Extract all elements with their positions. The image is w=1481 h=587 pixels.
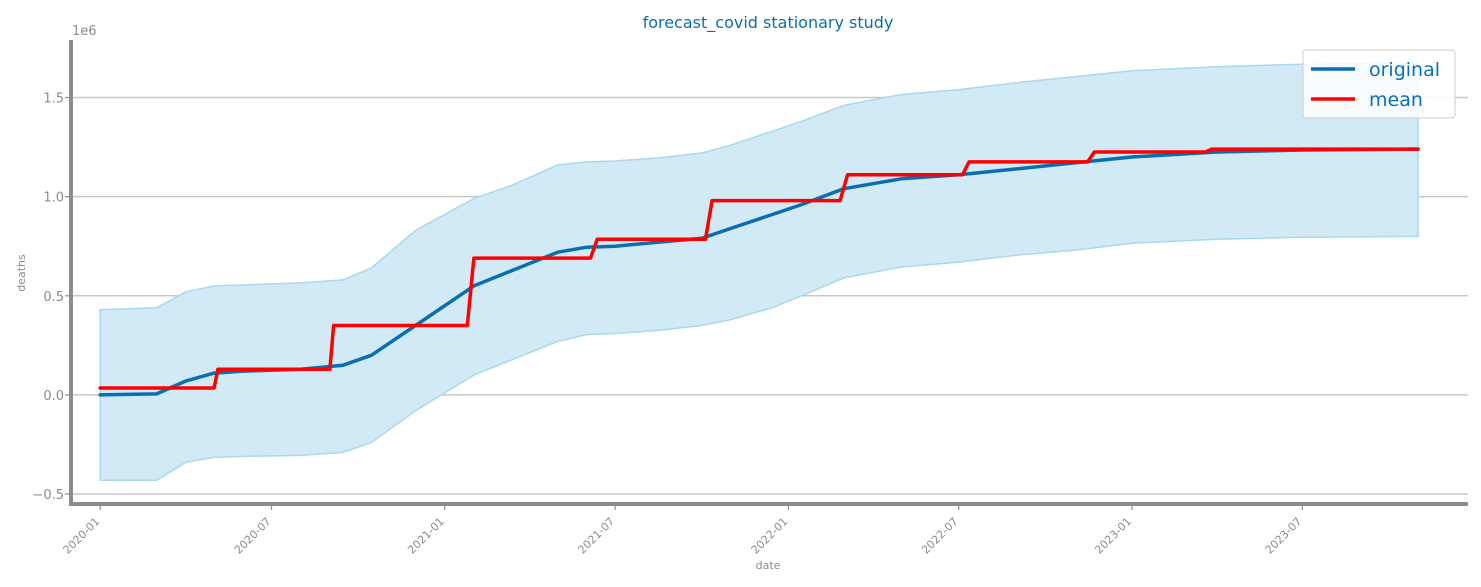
x-axis-label: date [756, 559, 781, 572]
confidence-band [99, 62, 1419, 481]
x-tick-label: 2020-01 [61, 515, 103, 557]
x-tick-label: 2022-01 [749, 515, 791, 557]
legend-label-mean: mean [1369, 89, 1423, 111]
x-tick-label: 2023-07 [1263, 515, 1305, 557]
axes-layer [69, 40, 1468, 506]
x-tick-label: 2023-01 [1092, 515, 1134, 557]
x-tick-label: 2021-07 [576, 515, 618, 557]
y-tick-label: 0.5 [43, 290, 64, 305]
y-tick-label: −0.5 [32, 488, 64, 503]
x-tick-label: 2021-01 [405, 515, 447, 557]
x-tick-label: 2022-07 [919, 515, 961, 557]
x-tick-label: 2020-07 [232, 515, 274, 557]
chart-title: forecast_covid stationary study [643, 13, 894, 33]
confidence-band-layer [99, 62, 1419, 481]
y-tick-label: 0.0 [43, 389, 64, 404]
y-tick-label: 1.0 [43, 191, 64, 206]
legend-label-original: original [1369, 59, 1440, 81]
legend-box [1302, 49, 1456, 119]
y-tick-label: 1.5 [43, 92, 64, 107]
y-offset-label: 1e6 [72, 24, 97, 39]
series-layer [98, 147, 1420, 397]
series-line-mean [98, 147, 1420, 390]
y-axis-label: deaths [15, 254, 28, 292]
legend: original mean [1302, 49, 1456, 119]
